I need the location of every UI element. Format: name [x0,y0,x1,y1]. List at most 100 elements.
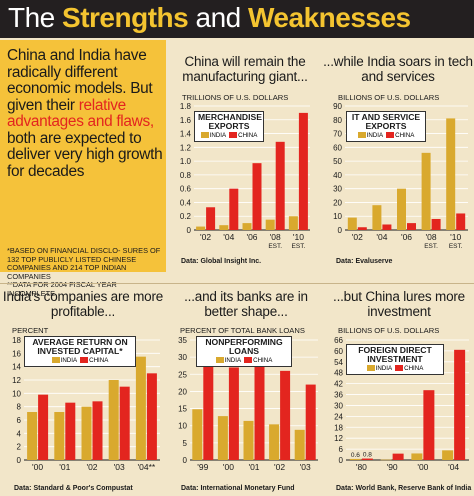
x-tick-label: '04 [448,462,459,472]
est-label: EST. [424,243,438,250]
fdi-title: ...but China lures more investment [333,289,465,319]
bar-china-0 [361,458,373,460]
bar-china-4 [146,373,157,460]
bar-china-0 [203,362,214,460]
y-tick-label: 54 [334,358,343,367]
roic-legend-title: AVERAGE RETURN ON INVESTED CAPITAL* [32,337,128,356]
x-tick-label: '03 [300,462,311,472]
bar-india-2 [81,406,92,460]
legend-china-label: CHINA [89,357,109,364]
y-tick-label: 70 [333,130,342,139]
bar-india-2 [242,223,252,230]
page-title: The Strengths and Weaknesses [8,2,411,34]
y-tick-label: 48 [334,369,343,378]
bar-china-1 [382,224,392,230]
legend-china-label: CHINA [253,357,273,364]
fdi-source: Data: World Bank, Reserve Bank of India [336,485,472,492]
bar-china-3 [119,386,130,460]
y-tick-label: 50 [333,157,342,166]
bar-china-1 [65,402,76,460]
y-tick-label: 1.4 [180,130,192,139]
legend-china-label: CHINA [238,132,258,139]
bar-india-1 [219,225,229,230]
merch-chart: 0 0.2 0.4 0.6 0.8 1.0 1.2 1.4 1.6 1.8 '02 '04 '06 '08… [180,102,310,250]
footnotes: *Based on financial disclo- sures of 132… [7,246,165,298]
y-tick-label: 0 [338,226,343,235]
china-swatch [395,365,404,371]
bar-india-0 [192,409,203,460]
bar-india-0 [27,412,38,460]
y-tick-label: 8 [17,403,22,412]
merch-title: China will remain the manufacturing gian… [182,54,308,84]
npl-unit: PERCENT OF TOTAL BANK LOANS [180,326,305,335]
it-title: ...while India soars in tech and service… [323,54,473,84]
roic-legend: AVERAGE RETURN ON INVESTED CAPITAL* INDI… [24,336,136,367]
x-tick-label: '99 [197,462,208,472]
bar-india-2 [243,420,254,460]
bar-china-2 [254,357,265,460]
x-tick-label: '06 [246,232,257,242]
y-tick-label: 0.8 [180,171,192,180]
y-tick-label: 40 [333,171,342,180]
bar-india-1 [54,412,65,460]
india-swatch [215,357,224,363]
title-part-3: and [188,2,248,33]
bar-china-3 [454,349,466,460]
merch-legend: MERCHANDISE EXPORTS INDIA CHINA [194,111,264,142]
bar-china-2 [92,401,103,460]
y-tick-label: 18 [334,423,343,432]
y-tick-label: 1.6 [180,116,192,125]
legend-india-label: INDIA [224,357,242,364]
fdi-legend: FOREIGN DIRECT INVESTMENT INDIA CHINA [346,344,444,375]
roic-unit: PERCENT [12,326,49,335]
bar-china-4 [298,112,308,230]
npl-legend: NONPERFORMING LOANS INDIA CHINA [196,336,292,367]
x-tick-label: '08 [426,232,437,242]
npl-source: Data: International Monetary Fund [181,485,295,492]
y-tick-label: 60 [334,347,343,356]
x-tick-label: '00 [32,462,43,472]
y-tick-label: 18 [12,336,21,345]
bar-china-2 [423,390,435,460]
bar-india-3 [265,219,275,230]
x-tick-label: '04 [376,232,387,242]
it-legend: IT AND SERVICE EXPORTS INDIA CHINA [346,111,426,142]
y-tick-label: 60 [333,143,342,152]
y-tick-label: 36 [334,391,343,400]
y-tick-label: 0 [183,456,188,465]
bar-india-1 [380,459,392,461]
title-bar: The Strengths and Weaknesses [0,0,474,38]
y-tick-label: 90 [333,102,342,111]
y-tick-label: 10 [12,389,21,398]
row-divider [0,283,474,284]
legend-india-label: INDIA [60,357,78,364]
bar-china-4 [456,213,466,230]
india-swatch [51,357,60,363]
bar-china-1 [392,453,404,460]
y-tick-label: 20 [178,387,187,396]
y-tick-label: 1.0 [180,157,192,166]
y-tick-label: 6 [17,416,22,425]
merch-legend-title: MERCHANDISE EXPORTS [198,112,262,131]
india-swatch [200,132,209,138]
y-tick-label: 1.8 [180,102,192,111]
fdi-legend-title: FOREIGN DIRECT INVESTMENT [358,345,432,364]
y-tick-label: 5 [183,439,188,448]
x-tick-label: '80 [356,462,367,472]
intro-highlight: relative advantages and flaws, [7,96,154,130]
bar-china-2 [407,223,416,230]
bar-india-3 [442,450,454,460]
footnote-2: **Data for 2004 fiscal year incomplete [7,280,117,298]
y-tick-label: 24 [334,412,343,421]
intro-text-2: both are expected to deliver very high g… [7,129,163,180]
bar-china-3 [275,141,285,230]
x-tick-label: '03 [114,462,125,472]
y-tick-label: 12 [334,434,343,443]
bar-china-1 [228,367,239,460]
bar-china-3 [431,218,441,230]
it-chart: 0102030405060708090'02'04'06'08EST.'10ES… [333,102,468,250]
x-tick-label: '10 [293,232,304,242]
x-tick-label: '02 [200,232,211,242]
y-tick-label: 0 [17,456,22,465]
